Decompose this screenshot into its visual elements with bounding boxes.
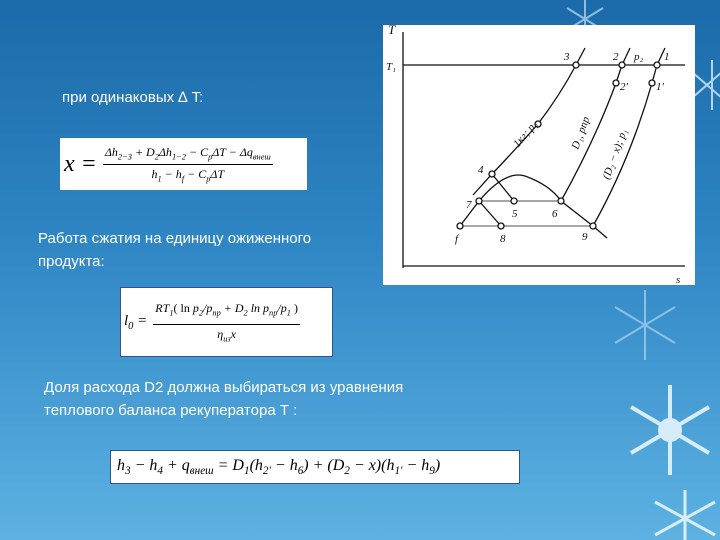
point-label: 6 (552, 208, 558, 220)
formula-term: пр (212, 308, 221, 318)
formula-term: (h (249, 456, 263, 474)
point-label: f (455, 233, 460, 245)
formula-term: 3 (125, 465, 131, 478)
point-label: p₂ (633, 51, 644, 63)
formula-term: = D (213, 456, 244, 474)
formula-term: 1 (286, 308, 291, 318)
formula-term: RT (155, 301, 170, 316)
formula-term: 2' (262, 465, 271, 478)
formula-term: Δh (158, 145, 172, 160)
formula-term: p (192, 301, 199, 316)
formula-x: x = Δh2−3 + D2Δh1−2 − CpΔT − Δqвнеш h1 −… (60, 138, 307, 190)
point-label: 1' (656, 81, 665, 93)
ts-diagram: T s T₁ 3 2 p₂ 1 2' 1' 4 7 5 6 f 8 9 1кг;… (383, 22, 695, 286)
state-points (456, 61, 661, 230)
formula-term: p (208, 152, 213, 162)
formula-term: Δh (104, 145, 118, 160)
formula-term: 6 (297, 465, 304, 478)
point-label: 9 (582, 231, 588, 243)
formula-term: x (230, 326, 236, 341)
point-label: 3 (563, 51, 570, 63)
equal-dt-text: при одинаковых ∆ T: (62, 89, 204, 106)
formula-lhs: x = (64, 150, 97, 177)
formula-term: 4 (157, 465, 163, 478)
formula-term: − h (161, 166, 182, 181)
formula-denominator: ηизx (217, 325, 236, 343)
diagram-background (383, 25, 695, 285)
point-label: 2' (620, 81, 629, 93)
formula-l0: l0 = RT1( ln p2/pпр + D2 ln pпр/p1 ) ηиз… (120, 287, 333, 357)
formula-term: 2 (243, 308, 248, 318)
formula-term: p (206, 173, 211, 183)
formula-term: h (117, 456, 125, 474)
formula-term: внеш (189, 465, 214, 478)
formula-term: из (223, 333, 231, 343)
line-4-5 (491, 173, 515, 202)
formula-term: 2 (198, 308, 204, 318)
formula-term: 9 (429, 465, 435, 478)
formula-term: + D (131, 145, 155, 160)
formula-term: f (181, 173, 185, 183)
formula-term: 1 (243, 465, 250, 478)
snowflake-icon (654, 490, 716, 540)
line-7-8 (478, 200, 502, 227)
formula-term: l (124, 312, 129, 329)
formula-term: Доля расхода D2 должна выбираться из ура… (44, 379, 404, 396)
formula-term: Работа сжатия на единицу ожиженного (38, 230, 312, 247)
point-label: 7 (466, 199, 472, 211)
formula-term: + q (162, 456, 190, 474)
formula-term: − h (270, 456, 298, 474)
formula-term: η (217, 326, 224, 341)
formula-term: 2 (344, 465, 350, 478)
t-axis-label: T (388, 22, 396, 37)
d2-flow-text: Доля расхода D2 должна выбираться из ура… (44, 376, 403, 422)
formula-term: 1−2 (171, 152, 186, 162)
formula-term: ΔT (210, 166, 225, 181)
formula-term: − h (402, 456, 430, 474)
formula-term: пр (269, 308, 278, 318)
s-axis-label: s (676, 274, 680, 286)
formula-term: 2 (154, 152, 159, 162)
saturation-dome (459, 174, 608, 239)
point-label: 5 (512, 208, 518, 220)
formula-term: 1' (394, 465, 403, 478)
formula-term: /p (277, 301, 287, 316)
formula-term: 1 (169, 308, 174, 318)
formula-term: = (137, 312, 148, 329)
formula-term: ln p (247, 301, 270, 316)
point-label: 8 (500, 233, 506, 245)
formula-term: теплового баланса рекуператора Т : (44, 402, 298, 419)
formula-term: − x)(h (349, 456, 395, 474)
snowflake-icon (629, 385, 711, 475)
formula-term: 0 (128, 320, 134, 332)
formula-term: − h (130, 456, 158, 474)
point-label: 4 (478, 164, 484, 176)
compression-work-text: Работа сжатия на единицу ожиженного проду… (38, 227, 311, 273)
formula-term: 2−3 (117, 152, 132, 162)
formula-denominator: h1 − hf − CpΔT (151, 165, 224, 183)
formula-term: 1 (157, 173, 162, 183)
formula-term: /p (203, 301, 213, 316)
snowflake-icon (614, 290, 676, 360)
point-label: 1 (664, 51, 670, 63)
point-label: 2 (613, 51, 619, 63)
formula-term: ( ln (173, 301, 193, 316)
formula-term: h (151, 166, 158, 181)
formula-term: ΔT − Δq (212, 145, 253, 160)
formula-term: ) (290, 301, 298, 316)
formula-term: − C (184, 166, 207, 181)
formula-heat-balance: h3 − h4 + qвнеш = D1(h2' − h6) + (D2 − x… (110, 450, 520, 484)
formula-term: − C (185, 145, 209, 160)
formula-numerator: RT1( ln p2/pпр + D2 ln pпр/p1 ) (153, 301, 300, 325)
formula-numerator: Δh2−3 + D2Δh1−2 − CpΔT − Δqвнеш (102, 145, 273, 165)
formula-term: ) (434, 456, 441, 474)
formula-term: + D (220, 301, 244, 316)
formula-term: внеш (252, 152, 271, 162)
t1-label: T₁ (386, 61, 396, 73)
formula-term: продукта: (38, 253, 105, 270)
snowflake-icon (692, 60, 720, 110)
formula-term: ) + (D (303, 456, 345, 474)
